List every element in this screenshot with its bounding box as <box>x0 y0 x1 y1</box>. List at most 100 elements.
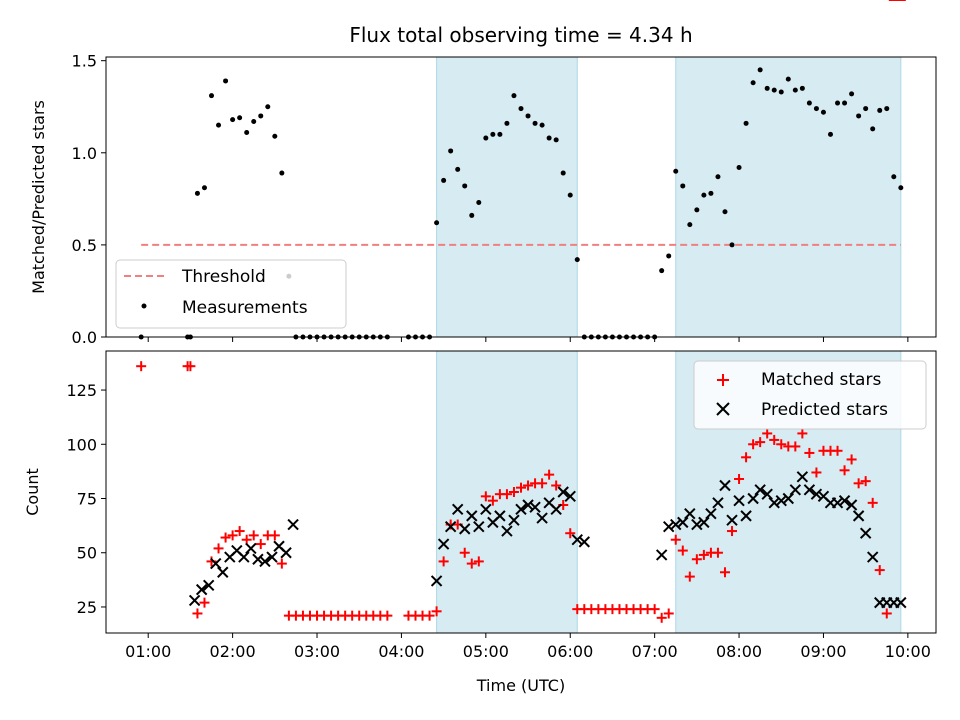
x-tick-label: 03:00 <box>294 642 340 661</box>
measurement-point <box>813 106 819 112</box>
predicted-star-point <box>655 549 668 561</box>
predicted-star-point <box>845 499 858 511</box>
matched-star-point <box>459 547 470 558</box>
matched-star-point <box>691 554 702 565</box>
matched-star-point <box>255 539 266 550</box>
measurement-point <box>778 89 784 95</box>
matched-star-point <box>185 361 196 372</box>
predicted-star-point <box>210 557 222 570</box>
matched-star-point <box>832 445 843 456</box>
y-tick-label: 25 <box>77 598 97 617</box>
measurement-point <box>757 67 763 73</box>
predicted-star-point <box>459 523 471 535</box>
predicted-star-point <box>466 510 478 522</box>
measurement-point <box>518 106 524 112</box>
bottom-x-axis: 01:00 02:00 03:00 04:00 05:00 06:00 07:00 08:00… <box>125 633 931 661</box>
predicted-star-point <box>473 521 485 533</box>
measurement-point <box>806 100 812 106</box>
predicted-star-point <box>895 596 907 609</box>
measurement-point <box>884 106 890 112</box>
measurement-point <box>216 122 222 128</box>
measurement-point <box>455 166 461 172</box>
predicted-star-point <box>761 488 773 500</box>
matched-star-point <box>811 467 822 478</box>
matched-star-point <box>748 439 759 450</box>
chart-title: Flux total observing time = 4.34 h <box>349 23 692 47</box>
x-tick-label: 09:00 <box>800 642 846 661</box>
measurement-point <box>469 212 475 218</box>
top-legend: Threshold Measurements <box>115 259 347 329</box>
predicted-star-point <box>444 521 457 533</box>
measurement-point <box>842 100 848 106</box>
measurement-point <box>673 168 679 174</box>
predicted-star-point <box>557 486 569 498</box>
matched-star-point <box>712 547 723 558</box>
bottom-y-axis: 25 50 75 100 125 <box>66 381 106 617</box>
matched-star-point <box>234 526 245 537</box>
predicted-star-point <box>280 547 292 559</box>
predicted-star-point <box>831 497 844 509</box>
y-tick-label: 100 <box>66 435 97 454</box>
measurement-point <box>567 192 573 198</box>
measurement-point <box>448 148 454 154</box>
predicted-star-point <box>451 503 464 516</box>
bottom-y-axis-title: Count <box>23 468 42 516</box>
top-y-axis: 0.0 0.5 1.0 1.5 <box>72 52 106 347</box>
measurement-point <box>659 268 665 274</box>
matched-star-point <box>466 558 477 569</box>
measurement-point <box>539 122 545 128</box>
predicted-star-point <box>691 518 703 531</box>
x-tick-label: 05:00 <box>463 642 509 661</box>
matched-star-point <box>677 545 688 556</box>
measurement-point <box>680 183 686 189</box>
predicted-star-point <box>789 484 802 496</box>
predicted-legend-swatch <box>716 402 730 416</box>
predicted-star-point <box>494 510 506 522</box>
predicted-star-point <box>529 501 541 513</box>
measurement-point <box>729 242 735 248</box>
measurement-point <box>483 135 489 141</box>
measurement-point <box>694 207 700 213</box>
predicted-star-point <box>754 484 766 496</box>
measurement-point <box>827 131 833 137</box>
bottom-legend-box <box>693 360 927 430</box>
matched-star-point <box>839 465 850 476</box>
measurement-point <box>820 109 826 115</box>
measurement-point <box>209 93 215 99</box>
predicted-star-point <box>501 525 513 537</box>
predicted-star-point <box>684 507 696 520</box>
predicted-star-point <box>803 484 816 496</box>
measurement-point <box>835 100 841 106</box>
matched-star-point <box>846 454 857 465</box>
measurement-point <box>785 76 791 82</box>
predicted-star-point <box>245 542 257 555</box>
matched-star-point <box>516 482 526 493</box>
matched-star-point <box>501 489 512 500</box>
predicted-star-point <box>430 575 443 587</box>
measurement-point <box>462 183 468 189</box>
y-tick-label: 0.5 <box>72 236 97 255</box>
measurement-point <box>870 126 876 132</box>
predicted-star-point <box>480 503 492 516</box>
predicted-star-point <box>866 551 879 563</box>
predicted-star-point <box>712 497 724 509</box>
matched-star-point <box>867 497 878 508</box>
measurement-point <box>532 120 538 126</box>
measurement-point <box>792 87 798 93</box>
measurement-point <box>258 113 264 119</box>
matched-star-point <box>487 495 498 506</box>
matched-stars-points <box>136 0 906 623</box>
matched-star-point <box>565 528 576 539</box>
predicted-stars-points <box>188 471 907 609</box>
matched-star-point <box>508 487 519 497</box>
measurement-point <box>560 170 566 176</box>
measurement-point <box>265 104 271 110</box>
matched-star-point <box>649 604 660 615</box>
matched-star-point <box>874 565 885 576</box>
measurement-point <box>574 257 580 263</box>
matched-star-point <box>382 610 393 621</box>
predicted-star-point <box>726 514 738 526</box>
matched-star-point <box>276 558 287 569</box>
matched-star-point <box>551 480 562 491</box>
top-y-axis-title: Matched/Predicted stars <box>29 100 48 294</box>
